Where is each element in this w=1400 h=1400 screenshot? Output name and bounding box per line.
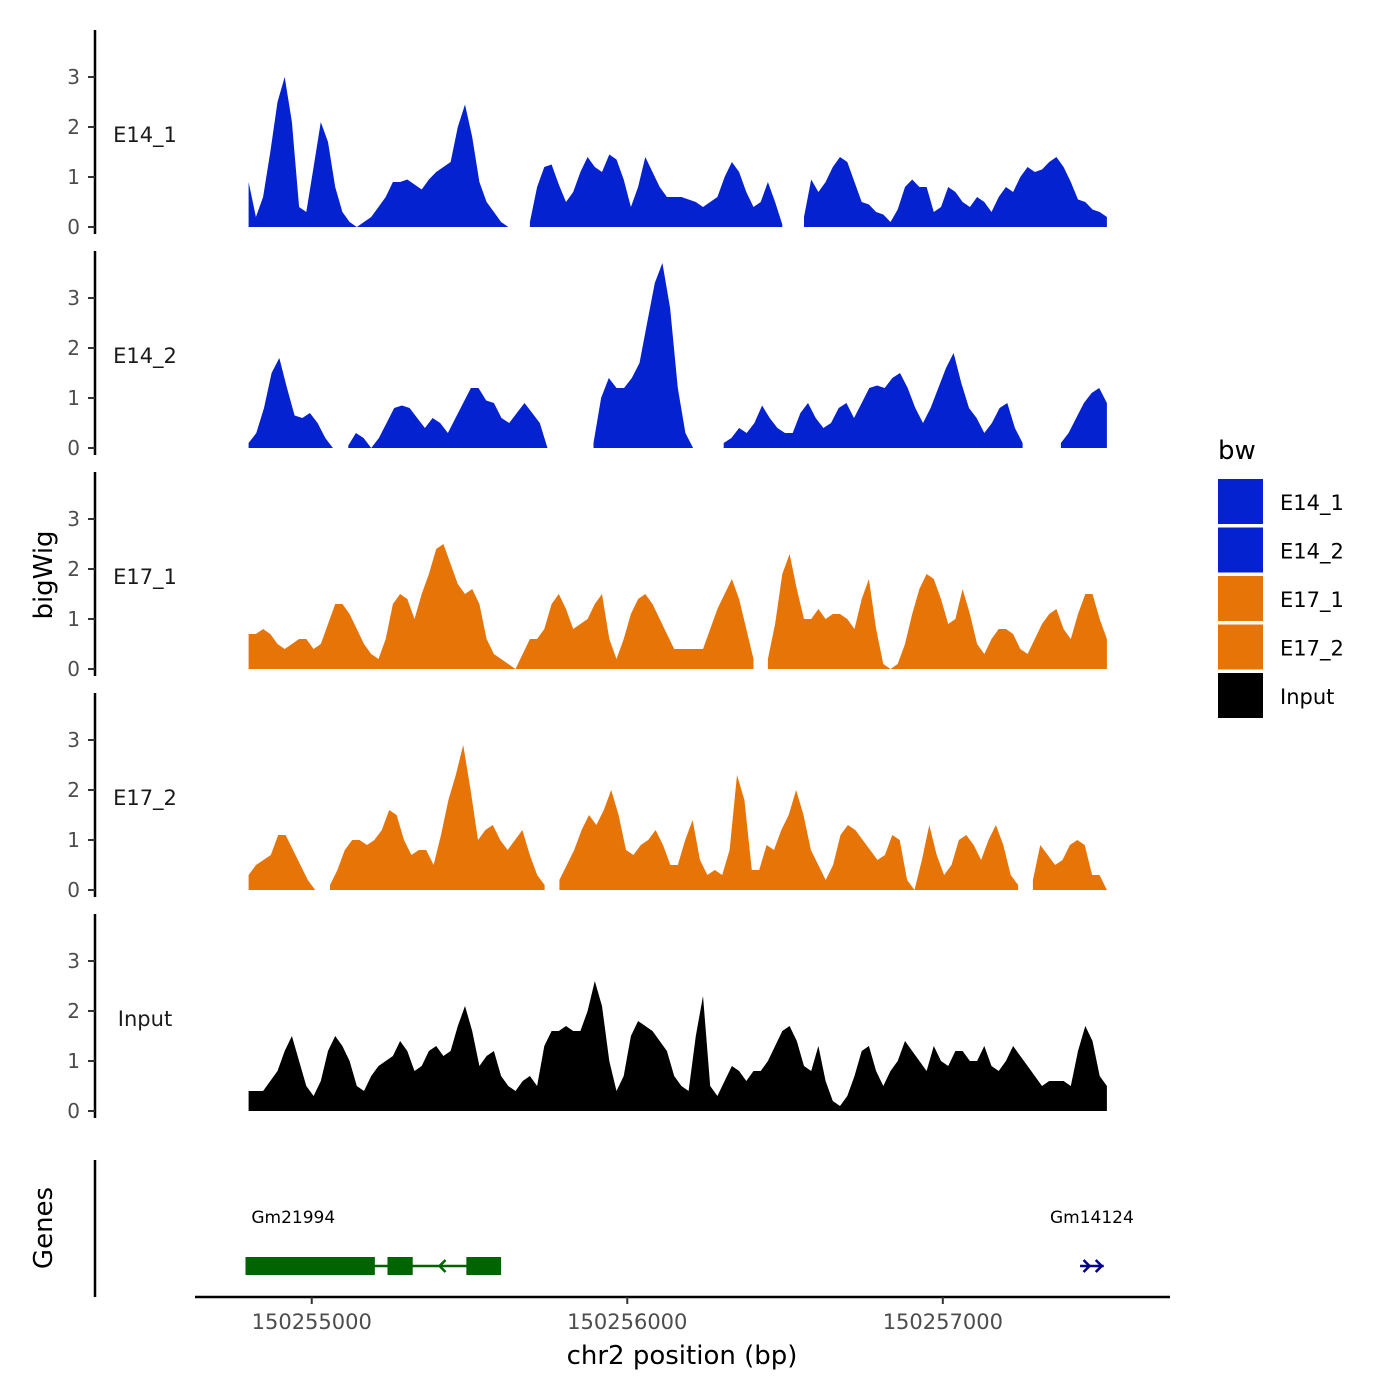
legend-label: E14_1 xyxy=(1280,491,1344,516)
coverage-area-E14_2 xyxy=(723,353,1023,448)
genes-track: Gm21994 Gm14124 xyxy=(93,1160,1134,1297)
legend-swatch-E17_2 xyxy=(1218,624,1263,670)
coverage-area-E14_1 xyxy=(529,154,783,227)
bigwig-panels: 0 1 2 3 E14_1 0 1 2 3 E14_2 0 1 2 3 E17_1 0 1 2 3 E17_2 0 1 2 3… xyxy=(67,30,1107,1123)
x-axis-title: chr2 position (bp) xyxy=(567,1341,798,1371)
gene-exon xyxy=(387,1257,413,1275)
y-tick-label: 2 xyxy=(67,557,80,581)
coverage-area-E14_2 xyxy=(348,388,548,448)
gene-label: Gm21994 xyxy=(251,1208,335,1228)
panel-label: E17_1 xyxy=(113,565,177,590)
coverage-area-E14_1 xyxy=(248,77,509,227)
y-axis-title: bigWig xyxy=(29,530,59,619)
legend-swatch-E14_2 xyxy=(1218,527,1263,573)
y-tick-label: 0 xyxy=(67,436,80,460)
panel-label: E14_1 xyxy=(113,123,177,148)
gene-Gm21994: Gm21994 xyxy=(245,1208,502,1275)
strand-arrow-icon xyxy=(1082,1259,1092,1273)
coverage-area-E17_1 xyxy=(767,554,1107,669)
panel-label: E17_2 xyxy=(113,786,177,811)
coverage-area-E17_2 xyxy=(559,775,1019,890)
panel-E17_1: 0 1 2 3 E17_1 xyxy=(67,472,1107,681)
y-tick-label: 0 xyxy=(67,657,80,681)
legend-swatch-E17_1 xyxy=(1218,576,1263,621)
y-tick-label: 1 xyxy=(67,828,80,852)
strand-arrow-icon xyxy=(437,1259,447,1273)
legend-label: E17_2 xyxy=(1280,637,1344,662)
legend-label: Input xyxy=(1280,685,1334,709)
strand-arrow-icon xyxy=(1094,1259,1104,1273)
coverage-area-E14_2 xyxy=(593,263,694,448)
x-tick-label: 150257000 xyxy=(883,1310,1003,1334)
y-tick-label: 2 xyxy=(67,115,80,139)
legend-swatch-E14_1 xyxy=(1218,479,1263,524)
y-tick-label: 1 xyxy=(67,607,80,631)
legend-label: E17_1 xyxy=(1280,588,1344,613)
x-tick-label: 150256000 xyxy=(567,1310,687,1334)
gene-Gm14124: Gm14124 xyxy=(1050,1208,1134,1273)
y-tick-label: 2 xyxy=(67,778,80,802)
x-axis-ticks: 150255000 150256000 150257000 xyxy=(252,1297,1003,1334)
panel-E14_1: 0 1 2 3 E14_1 xyxy=(67,30,1107,239)
coverage-area-E17_2 xyxy=(330,745,545,890)
x-tick-label: 150255000 xyxy=(252,1310,372,1334)
y-tick-label: 1 xyxy=(67,386,80,410)
gene-label: Gm14124 xyxy=(1050,1208,1134,1228)
y-tick-label: 0 xyxy=(67,215,80,239)
legend: bw E14_1 E14_2 E17_1 E17_2 Input xyxy=(1218,436,1344,718)
coverage-area-E17_2 xyxy=(1032,840,1107,890)
y-tick-label: 1 xyxy=(67,165,80,189)
coverage-area-E17_1 xyxy=(248,544,754,669)
y-tick-label: 0 xyxy=(67,1099,80,1123)
coverage-area-E14_2 xyxy=(1060,388,1107,448)
y-tick-label: 3 xyxy=(67,949,80,973)
legend-title: bw xyxy=(1218,436,1256,466)
y-tick-label: 3 xyxy=(67,286,80,310)
coverage-area-E14_2 xyxy=(248,358,333,448)
y-tick-label: 3 xyxy=(67,65,80,89)
panel-E17_2: 0 1 2 3 E17_2 xyxy=(67,693,1107,902)
panel-Input: 0 1 2 3 Input xyxy=(67,914,1107,1123)
panel-label: Input xyxy=(118,1007,172,1031)
panel-label: E14_2 xyxy=(113,344,177,369)
gene-exon xyxy=(245,1257,375,1275)
y-tick-label: 3 xyxy=(67,507,80,531)
y-tick-label: 3 xyxy=(67,728,80,752)
genes-track-label: Genes xyxy=(29,1187,59,1269)
panel-E14_2: 0 1 2 3 E14_2 xyxy=(67,251,1107,460)
gene-exon xyxy=(466,1257,502,1275)
y-tick-label: 1 xyxy=(67,1049,80,1073)
y-tick-label: 2 xyxy=(67,999,80,1023)
y-tick-label: 0 xyxy=(67,878,80,902)
y-tick-label: 2 xyxy=(67,336,80,360)
coverage-area-E17_2 xyxy=(248,835,316,890)
legend-label: E14_2 xyxy=(1280,540,1344,565)
coverage-area-Input xyxy=(248,981,1107,1111)
legend-swatch-Input xyxy=(1218,673,1263,718)
coverage-area-E14_1 xyxy=(804,157,1107,227)
